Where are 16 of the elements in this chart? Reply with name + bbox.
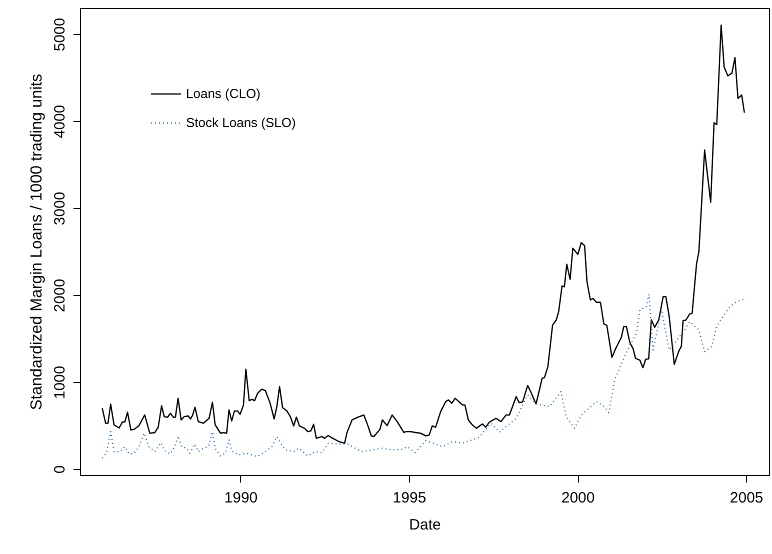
legend-label: Stock Loans (SLO) [186, 115, 296, 130]
line-series [102, 294, 746, 459]
y-tick-label: 4000 [52, 104, 68, 138]
y-tick-label: 1000 [52, 366, 68, 400]
y-tick-label: 0 [52, 465, 68, 474]
y-tick-label: 5000 [52, 18, 68, 52]
y-tick-label: 2000 [52, 278, 68, 312]
x-tick-label: 1990 [224, 490, 258, 506]
y-axis-title: Standardized Margin Loans / 1000 trading units [28, 74, 46, 410]
line-series [102, 24, 746, 444]
legend-label: Loans (CLO) [186, 86, 260, 101]
x-tick-label: 1995 [392, 490, 426, 506]
x-tick-label: 2005 [730, 490, 764, 506]
y-tick-label: 3000 [52, 192, 68, 226]
x-axis-title: Date [409, 516, 441, 534]
x-tick-label: 2000 [561, 490, 595, 506]
